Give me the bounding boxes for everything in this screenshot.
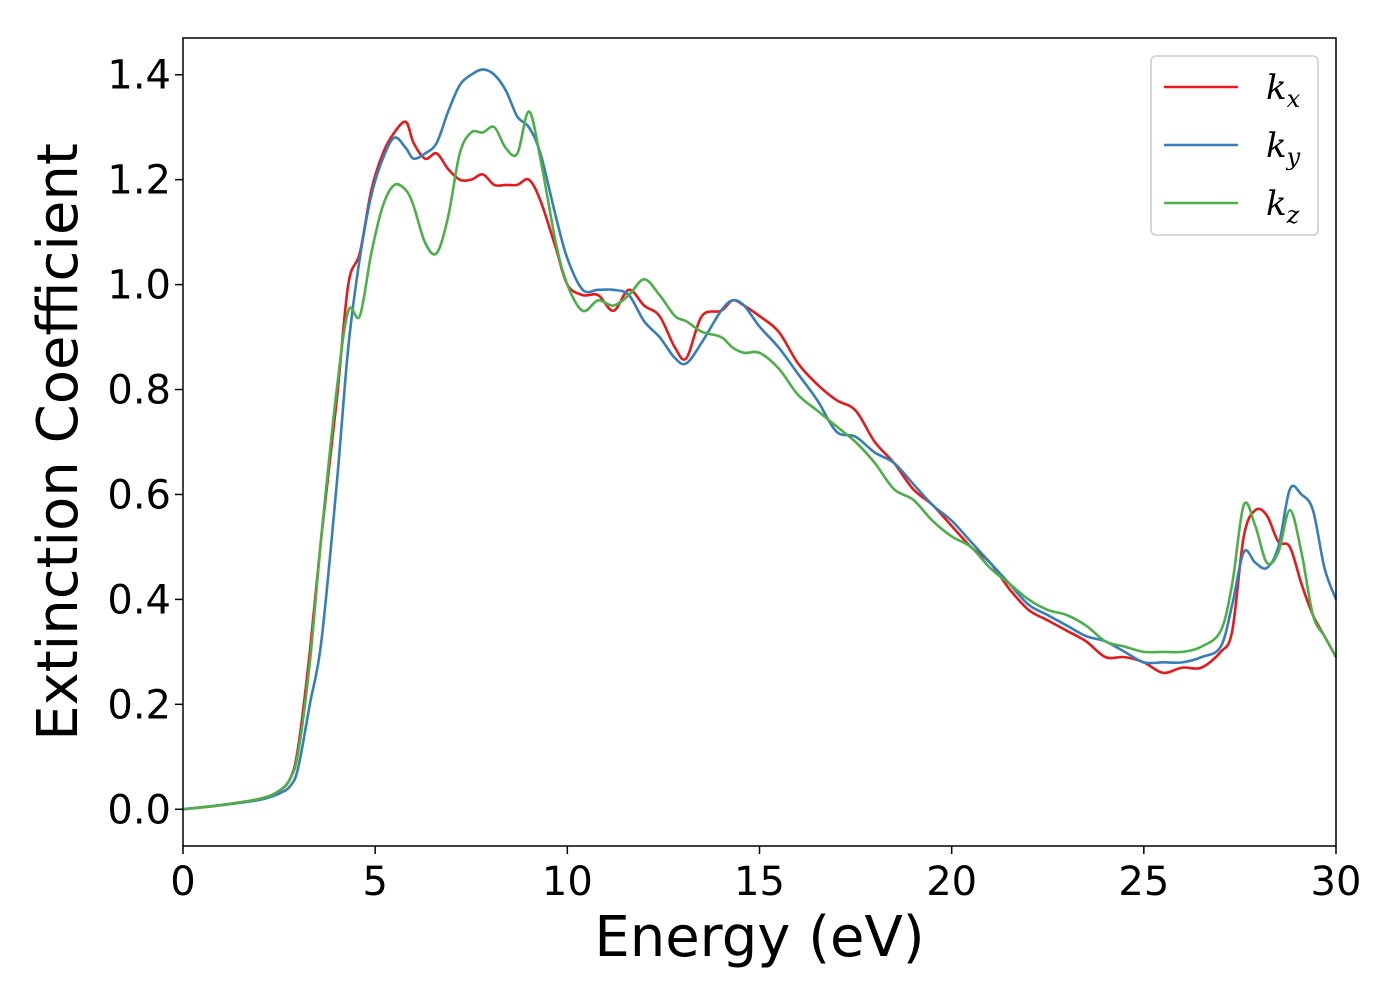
- legend-label-kz: kz: [1266, 184, 1300, 229]
- series-line-ky: [182, 68, 1338, 811]
- x-tick-label: 25: [1118, 859, 1169, 905]
- x-tick-label: 10: [542, 859, 593, 905]
- legend-label-ky: ky: [1266, 126, 1301, 171]
- y-tick-label: 0.2: [107, 682, 171, 728]
- x-tick-label: 20: [926, 859, 977, 905]
- y-tick-label: 0.6: [107, 472, 171, 518]
- series-line-kz: [182, 110, 1338, 811]
- x-axis-title: Energy (eV): [594, 905, 924, 970]
- x-axis: 0 5 10 15 20 25 30: [170, 846, 1361, 905]
- series-line-kx: [182, 120, 1338, 811]
- legend: kx ky kz: [1150, 55, 1319, 236]
- y-tick-label: 1.0: [107, 263, 171, 309]
- y-tick-label: 1.2: [107, 158, 171, 204]
- x-tick-label: 15: [734, 859, 785, 905]
- y-axis-title: Extinction Coefficient: [26, 143, 91, 741]
- x-tick-label: 30: [1311, 859, 1362, 905]
- y-tick-label: 0.0: [107, 787, 171, 833]
- y-tick-label: 0.8: [107, 368, 171, 414]
- x-tick-label: 5: [362, 859, 387, 905]
- series-layer: [182, 68, 1338, 811]
- y-tick-label: 1.4: [107, 53, 171, 99]
- y-tick-label: 0.4: [107, 577, 171, 623]
- x-tick-label: 0: [170, 859, 195, 905]
- y-axis: 0.0 0.2 0.4 0.6 0.8 1.0 1.2 1.4: [107, 53, 183, 833]
- legend-label-kx: kx: [1266, 68, 1301, 113]
